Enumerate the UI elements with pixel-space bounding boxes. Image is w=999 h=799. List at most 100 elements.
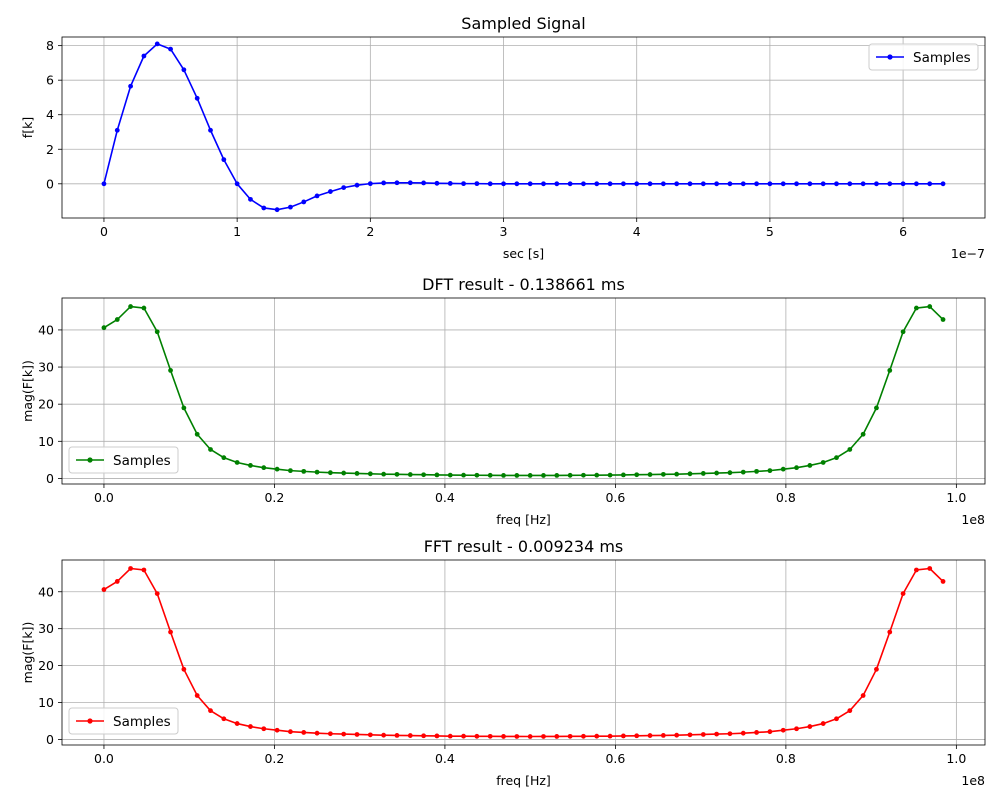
x-tick-label: 0.0	[94, 490, 114, 505]
data-point	[874, 181, 879, 187]
data-point	[527, 734, 533, 739]
legend: Samples	[868, 43, 979, 71]
x-tick-label: 0.4	[435, 751, 455, 766]
data-point	[567, 181, 573, 187]
data-point	[168, 629, 173, 635]
data-point	[687, 181, 693, 187]
data-point	[914, 181, 919, 187]
data-point	[128, 304, 133, 309]
data-point	[594, 181, 600, 187]
legend-label: Samples	[913, 50, 971, 66]
data-point	[274, 466, 280, 472]
data-point	[407, 472, 413, 477]
legend-box	[68, 707, 179, 735]
data-point	[727, 731, 733, 737]
data-point	[301, 730, 307, 735]
data-point	[687, 732, 693, 738]
data-point	[674, 732, 680, 738]
data-point	[261, 726, 267, 732]
y-tick-label: 20	[38, 397, 54, 412]
data-point	[527, 181, 533, 187]
data-point	[727, 181, 733, 187]
data-point	[927, 181, 933, 187]
data-point	[141, 305, 147, 311]
data-point	[860, 431, 866, 437]
data-point	[847, 447, 853, 452]
data-point	[594, 733, 600, 739]
data-point	[234, 721, 240, 726]
x-tick-label: 0.0	[94, 751, 114, 766]
data-point	[914, 305, 919, 311]
data-point	[234, 460, 240, 465]
data-point	[567, 472, 573, 478]
x-tick-label: 3	[500, 224, 508, 239]
data-point	[554, 734, 560, 739]
data-point	[474, 733, 480, 739]
plot-frame	[61, 559, 986, 746]
data-point	[208, 447, 213, 452]
data-point	[114, 317, 120, 322]
y-tick-label: 2	[46, 142, 54, 157]
data-point	[687, 471, 693, 477]
plot-frame	[61, 297, 986, 485]
data-point	[367, 732, 373, 738]
data-point	[887, 368, 893, 373]
data-point	[820, 721, 826, 726]
data-point	[474, 472, 480, 478]
data-point	[394, 180, 400, 186]
data-point	[660, 181, 666, 187]
data-point	[647, 472, 653, 477]
x-tick-label: 1.0	[946, 490, 966, 505]
x-tick-label: 0	[100, 224, 108, 239]
data-point	[700, 471, 706, 476]
data-point	[767, 468, 773, 474]
data-point	[834, 716, 839, 722]
legend-box	[868, 43, 979, 71]
data-point	[288, 204, 293, 210]
x-tick-label: 0.2	[264, 751, 284, 766]
data-point	[607, 472, 613, 478]
data-point	[101, 181, 107, 187]
data-point	[194, 693, 200, 698]
data-point	[128, 566, 133, 571]
data-point	[381, 471, 387, 477]
data-point	[700, 732, 706, 737]
data-point	[381, 732, 387, 738]
data-point	[887, 181, 893, 187]
data-point	[927, 566, 933, 571]
data-point	[834, 455, 839, 461]
data-point	[421, 180, 427, 186]
y-axis-label: f[k]	[20, 117, 35, 138]
data-point	[168, 46, 173, 52]
data-point	[221, 455, 227, 461]
legend-box	[68, 446, 179, 474]
data-point	[794, 465, 799, 471]
data-point	[634, 181, 640, 187]
data-point	[114, 127, 120, 133]
data-point	[860, 181, 866, 187]
data-point	[581, 472, 586, 478]
data-point	[940, 579, 946, 584]
data-point	[301, 468, 307, 474]
data-point	[807, 181, 813, 187]
data-point	[314, 469, 320, 475]
data-point	[314, 193, 320, 199]
x-tick-label: 0.2	[264, 490, 284, 505]
data-point	[660, 733, 666, 738]
data-point	[847, 708, 853, 714]
data-point	[714, 470, 720, 476]
x-tick-label: 6	[899, 224, 907, 239]
data-point	[341, 185, 347, 191]
data-point	[154, 591, 160, 596]
y-tick-label: 30	[38, 621, 54, 636]
data-point	[487, 181, 493, 187]
x-axis-label: freq [Hz]	[496, 773, 551, 788]
data-point	[594, 472, 600, 478]
legend-marker	[87, 718, 93, 724]
data-point	[660, 471, 666, 477]
data-point	[181, 405, 187, 411]
data-point	[740, 181, 746, 187]
chart-title: Sampled Signal	[461, 14, 585, 33]
data-point	[847, 181, 853, 187]
data-point	[381, 180, 387, 186]
